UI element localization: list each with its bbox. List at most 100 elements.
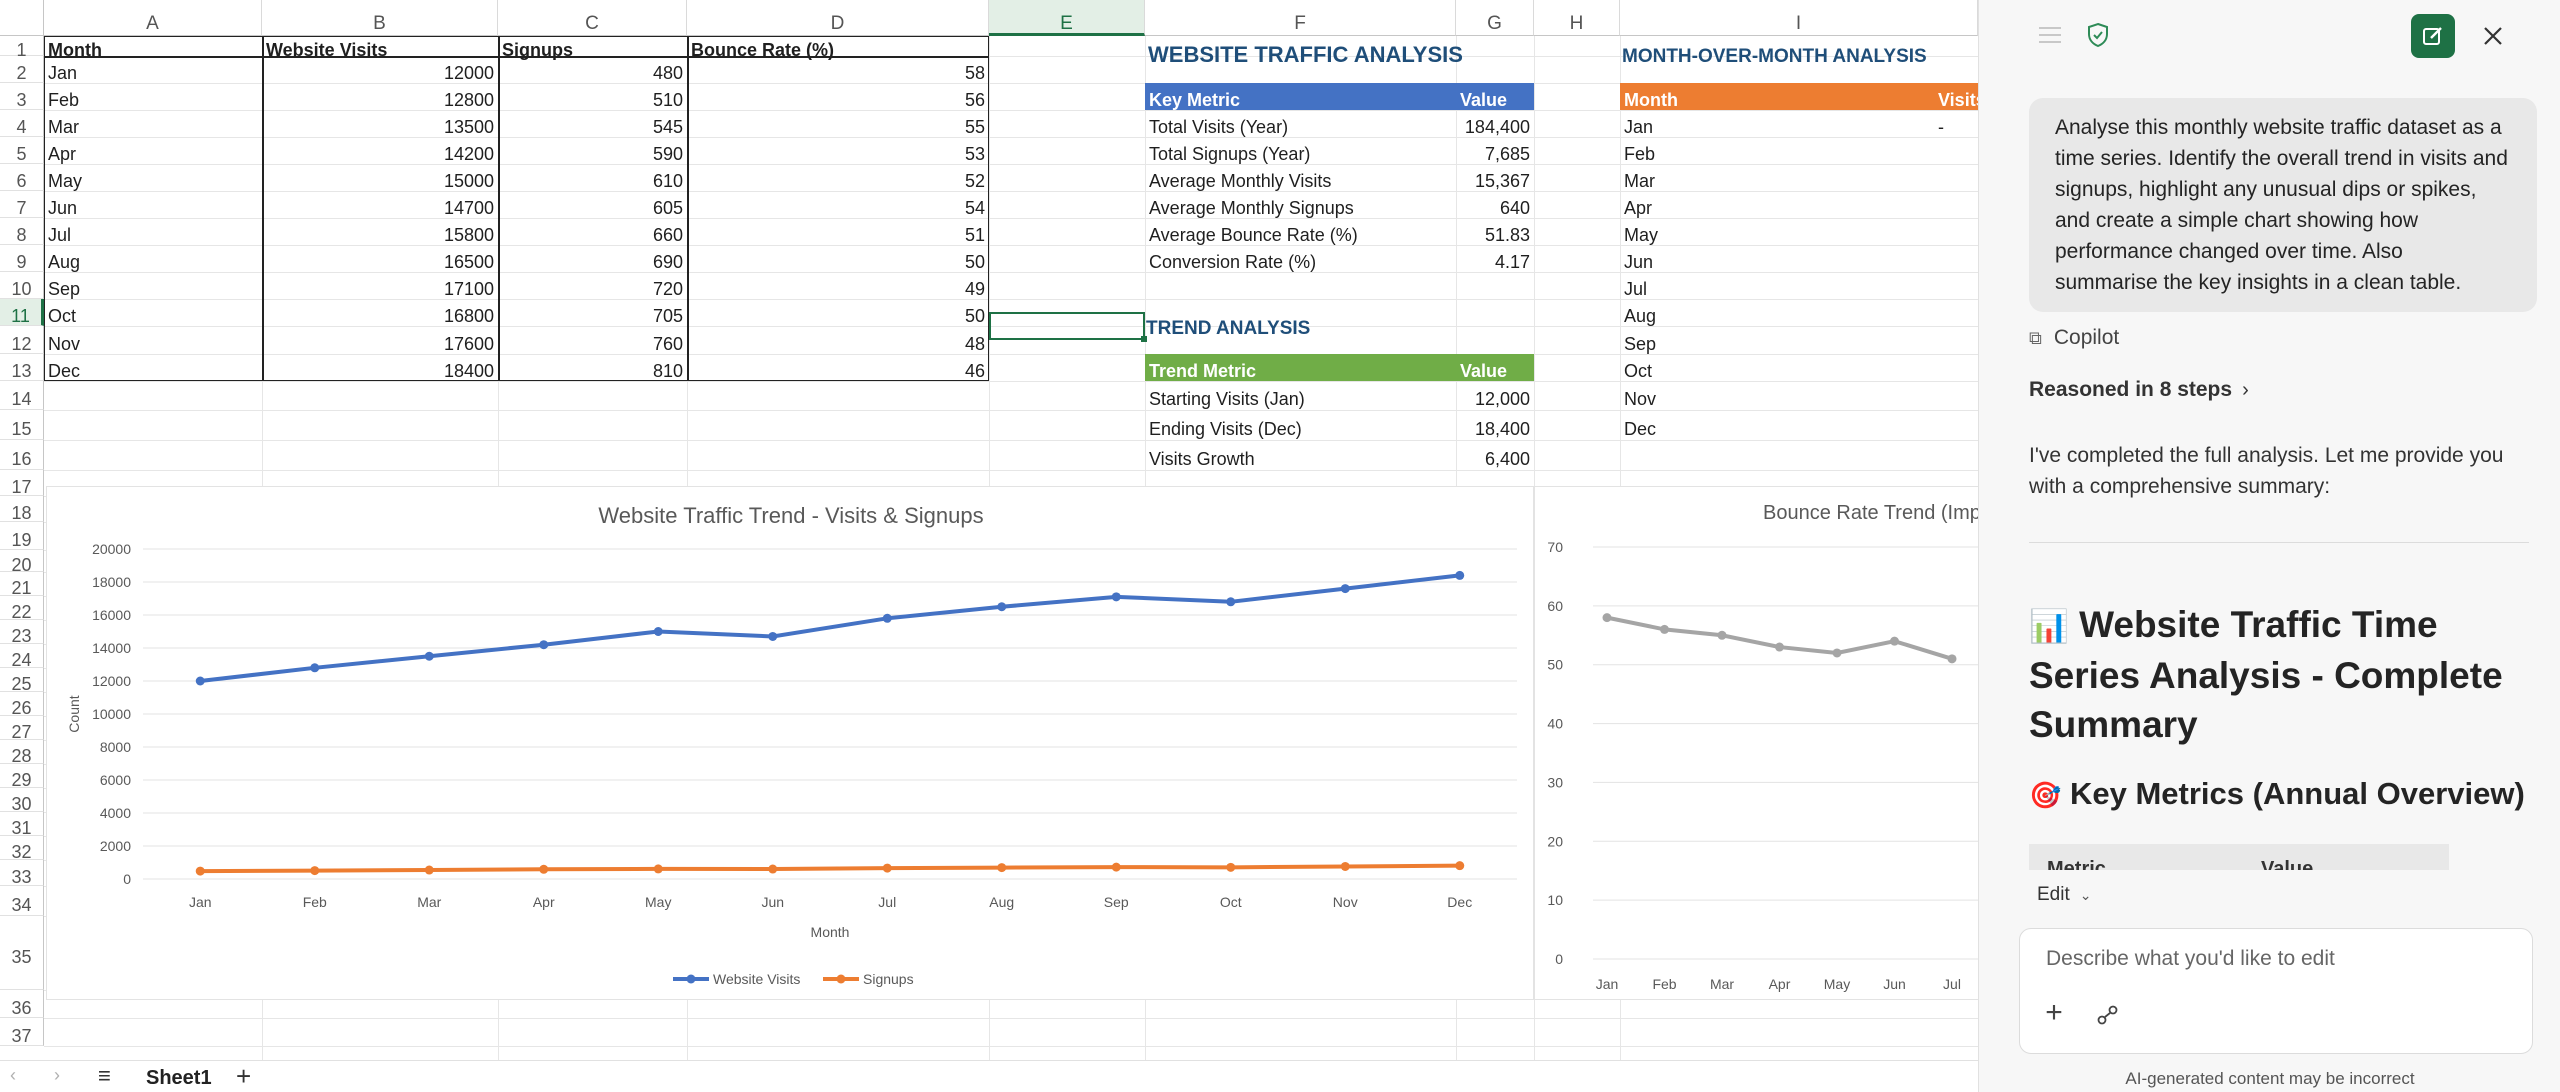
table-cell[interactable]: 720 [652, 279, 683, 299]
mom-month-cell[interactable]: Jun [1624, 252, 1654, 272]
key-metric-value[interactable]: 51.83 [1484, 225, 1530, 245]
table-cell[interactable]: 52 [964, 171, 985, 191]
trend-metric-label[interactable]: Ending Visits (Dec) [1149, 418, 1302, 439]
table-cell[interactable]: 53 [964, 144, 985, 164]
attach-plus-icon[interactable]: + [2045, 996, 2063, 1029]
column-header-c[interactable]: C [498, 0, 687, 36]
column-header-g[interactable]: G [1456, 0, 1534, 36]
column-header-h[interactable]: H [1534, 0, 1620, 36]
key-metric-label[interactable]: Total Signups (Year) [1149, 144, 1311, 164]
table-cell[interactable]: 13500 [443, 117, 494, 137]
table-cell[interactable]: 14200 [443, 144, 494, 164]
key-metric-value[interactable]: 184,400 [1464, 117, 1530, 137]
column-header-i[interactable]: I [1620, 0, 1978, 36]
row-header-10[interactable]: 10 [0, 272, 44, 299]
row-header-17[interactable]: 17 [0, 470, 44, 497]
table-cell[interactable]: Jun [48, 198, 78, 218]
table-cell[interactable]: 51 [964, 225, 985, 245]
table-cell[interactable]: Dec [48, 361, 81, 381]
row-header-32[interactable]: 32 [0, 836, 44, 862]
menu-icon[interactable] [2037, 22, 2063, 48]
table-cell[interactable]: 17600 [443, 333, 494, 354]
row-header-22[interactable]: 22 [0, 596, 44, 622]
table-cell[interactable]: 545 [652, 117, 683, 137]
table-cell[interactable]: Mar [48, 117, 79, 137]
column-header-f[interactable]: F [1145, 0, 1456, 36]
row-header-16[interactable]: 16 [0, 440, 44, 470]
key-metric-value[interactable]: 4.17 [1494, 252, 1530, 272]
all-sheets-menu-icon[interactable]: ≡ [98, 1063, 111, 1088]
row-header-19[interactable]: 19 [0, 522, 44, 550]
table-cell[interactable]: 16500 [443, 252, 494, 272]
row-header-13[interactable]: 13 [0, 354, 44, 381]
key-metric-value[interactable]: 15,367 [1474, 171, 1530, 191]
row-header-2[interactable]: 2 [0, 56, 44, 83]
table-cell[interactable]: 660 [652, 225, 683, 245]
mom-month-cell[interactable]: Nov [1624, 389, 1657, 409]
key-metric-label[interactable]: Average Bounce Rate (%) [1149, 225, 1358, 245]
table-cell[interactable]: 15000 [443, 171, 494, 191]
table-cell[interactable]: 705 [652, 306, 683, 326]
key-metric-value[interactable]: 7,685 [1484, 144, 1530, 164]
mom-month-cell[interactable]: Sep [1624, 333, 1657, 354]
row-header-28[interactable]: 28 [0, 740, 44, 766]
table-cell[interactable]: 54 [964, 198, 985, 218]
mom-month-cell[interactable]: Feb [1624, 144, 1656, 164]
column-header-b[interactable]: B [262, 0, 498, 36]
table-cell[interactable]: Jan [48, 63, 78, 83]
key-metric-label[interactable]: Average Monthly Signups [1149, 198, 1354, 218]
row-header-15[interactable]: 15 [0, 410, 44, 440]
row-header-37[interactable]: 37 [0, 1018, 44, 1046]
table-cell[interactable]: 590 [652, 144, 683, 164]
row-header-8[interactable]: 8 [0, 218, 44, 245]
table-cell[interactable]: Apr [48, 144, 77, 164]
scroll-left-icon[interactable]: ‹ [10, 1065, 16, 1085]
mom-month-cell[interactable]: Oct [1624, 361, 1653, 381]
table-cell[interactable]: 480 [652, 63, 683, 83]
table-header-cell[interactable]: Month [48, 40, 102, 60]
row-header-24[interactable]: 24 [0, 644, 44, 670]
key-metric-label[interactable]: Average Monthly Visits [1149, 171, 1332, 191]
table-cell[interactable]: 48 [964, 333, 985, 354]
row-header-7[interactable]: 7 [0, 191, 44, 218]
row-header-27[interactable]: 27 [0, 716, 44, 742]
trend-metric-label[interactable]: Starting Visits (Jan) [1149, 389, 1305, 409]
table-header-cell[interactable]: Bounce Rate (%) [691, 40, 835, 60]
key-metric-label[interactable]: Total Visits (Year) [1149, 117, 1289, 137]
mom-first-value[interactable]: - [1938, 117, 1944, 137]
trend-metric-label[interactable]: Visits Growth [1149, 448, 1255, 469]
sheet-tab-sheet1[interactable]: Sheet1 [146, 1067, 212, 1089]
spreadsheet-grid[interactable]: A B C D E F G H I 1 2 3 4 5 6 7 8 9 10 11 12 13 14 15 16 17 18 19 20… [0, 0, 1978, 1092]
table-cell[interactable]: 810 [652, 361, 683, 381]
fill-handle[interactable] [1141, 336, 1147, 342]
mom-month-cell[interactable]: Jul [1624, 279, 1648, 299]
row-header-25[interactable]: 25 [0, 668, 44, 694]
table-cell[interactable]: 610 [652, 171, 683, 191]
close-icon[interactable] [2479, 22, 2507, 50]
table-header-cell[interactable]: Website Visits [266, 40, 388, 60]
row-header-30[interactable]: 30 [0, 788, 44, 814]
row-header-26[interactable]: 26 [0, 692, 44, 718]
new-chat-icon[interactable] [2411, 14, 2455, 58]
row-header-5[interactable]: 5 [0, 137, 44, 164]
table-cell[interactable]: Jul [48, 225, 72, 245]
selected-cell[interactable] [989, 312, 1145, 340]
trend-metric-value[interactable]: 6,400 [1484, 448, 1530, 469]
row-header-11[interactable]: 11 [0, 299, 44, 326]
table-cell[interactable]: 12800 [443, 90, 494, 110]
table-cell[interactable]: 16800 [443, 306, 494, 326]
row-header-9[interactable]: 9 [0, 245, 44, 272]
table-cell[interactable]: 58 [964, 63, 985, 83]
row-header-18[interactable]: 18 [0, 496, 44, 523]
key-metric-value-header[interactable]: Value [1460, 90, 1508, 110]
trend-value-header[interactable]: Value [1460, 361, 1508, 381]
table-cell[interactable]: Sep [48, 279, 81, 299]
traffic-trend-chart[interactable]: Website Traffic Trend - Visits & Signups… [46, 486, 1534, 1000]
mom-visits-header[interactable]: Visits [1938, 90, 1978, 110]
table-cell[interactable]: Feb [48, 90, 80, 110]
row-header-6[interactable]: 6 [0, 164, 44, 191]
column-header-e[interactable]: E [989, 0, 1145, 36]
key-metric-header[interactable]: Key Metric [1149, 90, 1241, 110]
row-header-29[interactable]: 29 [0, 764, 44, 790]
row-header-31[interactable]: 31 [0, 812, 44, 838]
